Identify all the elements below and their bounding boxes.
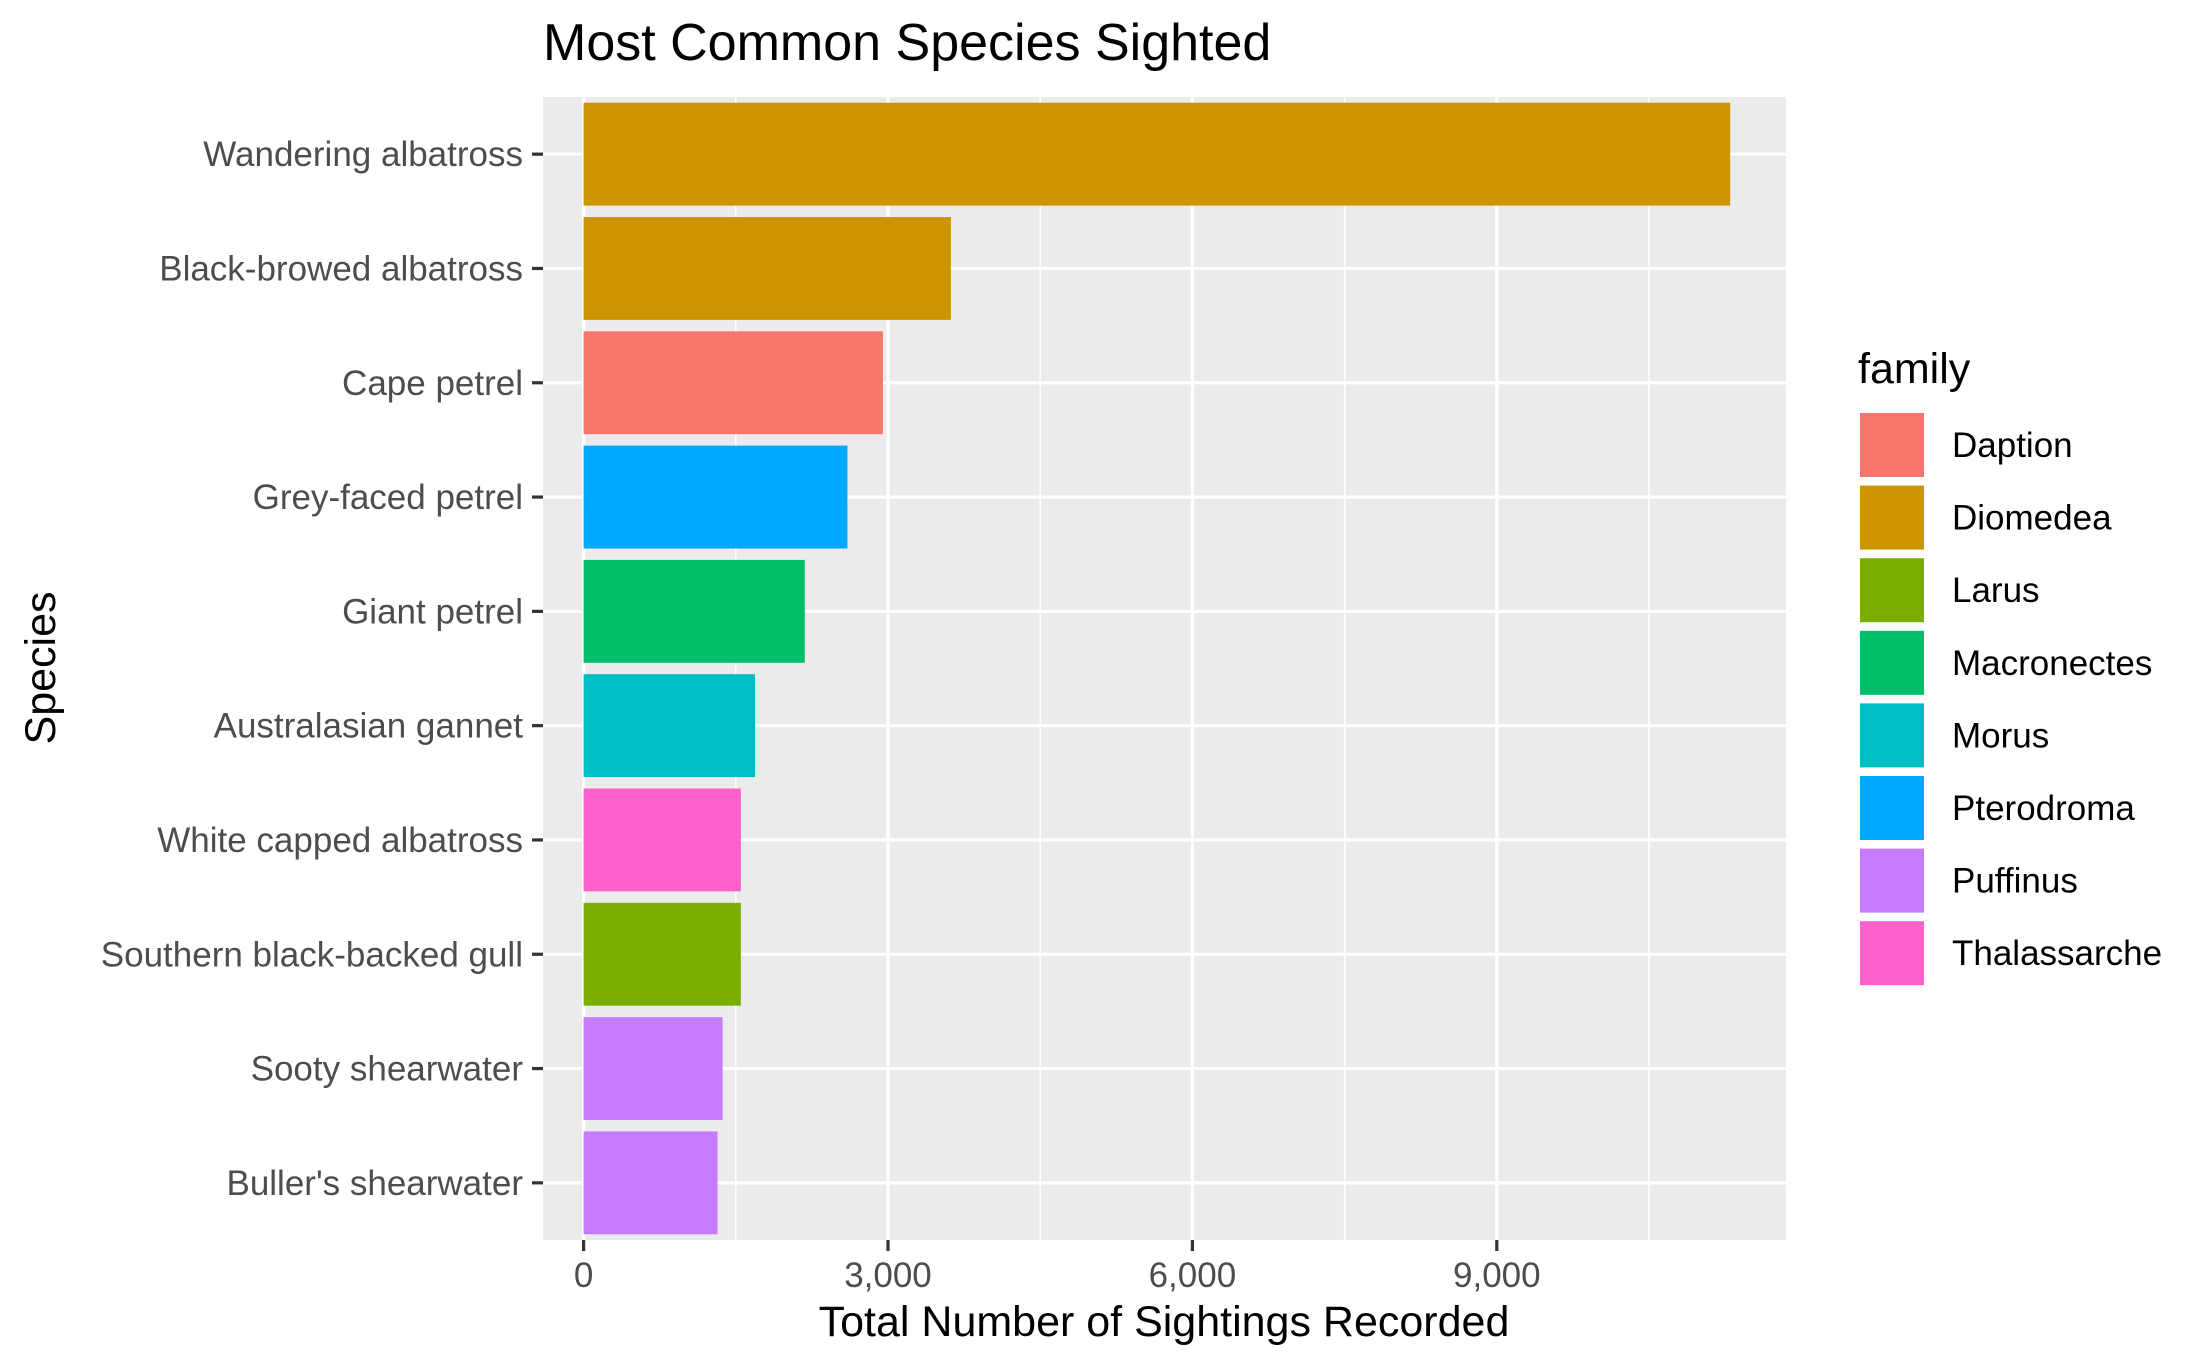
y-tick-label: White capped albatross [157,821,523,860]
legend-label: Daption [1952,426,2073,465]
legend-swatch [1860,630,1924,695]
legend: family Daption Diomedea Larus Macronectes Mo… [1858,345,2162,988]
bar [583,102,1731,206]
bars [583,102,1731,1235]
y-tick-label: Cape petrel [342,364,523,403]
y-tick-label: Wandering albatross [203,135,523,174]
x-tick-label: 3,000 [844,1256,932,1295]
legend-swatch [1860,703,1924,768]
y-tick-label: Buller's shearwater [226,1164,523,1203]
bar [583,217,951,320]
legend-label: Diomedea [1952,499,2112,538]
x-axis: 0 3,000 6,000 9,000 [574,1240,1541,1295]
bar [583,1017,723,1120]
x-axis-title: Total Number of Sightings Recorded [819,1298,1510,1346]
y-tick-label: Southern black-backed gull [101,935,523,974]
bar [583,445,848,549]
legend-label: Morus [1952,716,2049,755]
legend-label: Puffinus [1952,862,2078,901]
legend-entries: Daption Diomedea Larus Macronectes Morus Pter… [1858,411,2162,988]
legend-swatch [1860,921,1924,986]
legend-swatch [1860,776,1924,840]
bar [583,1131,718,1235]
legend-label: Thalassarche [1952,934,2162,973]
y-tick-label: Sooty shearwater [251,1050,524,1089]
y-axis: Wandering albatross Black-browed albatros… [101,135,543,1203]
x-tick-label: 0 [574,1256,593,1295]
y-axis-title: Species [17,592,65,745]
chart-title: Most Common Species Sighted [543,14,1271,72]
legend-swatch [1860,558,1924,623]
y-tick-label: Black-browed albatross [159,249,523,288]
bar [583,788,741,892]
bar [583,331,883,435]
legend-title: family [1858,345,1971,393]
y-tick-label: Giant petrel [342,592,523,631]
bar [583,559,805,663]
legend-swatch [1860,485,1924,550]
x-tick-label: 6,000 [1149,1256,1237,1295]
y-tick-label: Grey-faced petrel [253,478,523,517]
legend-label: Macronectes [1952,644,2152,683]
bar [583,902,741,1006]
legend-swatch [1860,848,1924,913]
bar [583,674,756,778]
legend-label: Larus [1952,571,2040,610]
x-tick-label: 9,000 [1453,1256,1541,1295]
y-tick-label: Australasian gannet [214,707,524,746]
legend-swatch [1860,413,1924,477]
legend-label: Pterodroma [1952,789,2135,828]
